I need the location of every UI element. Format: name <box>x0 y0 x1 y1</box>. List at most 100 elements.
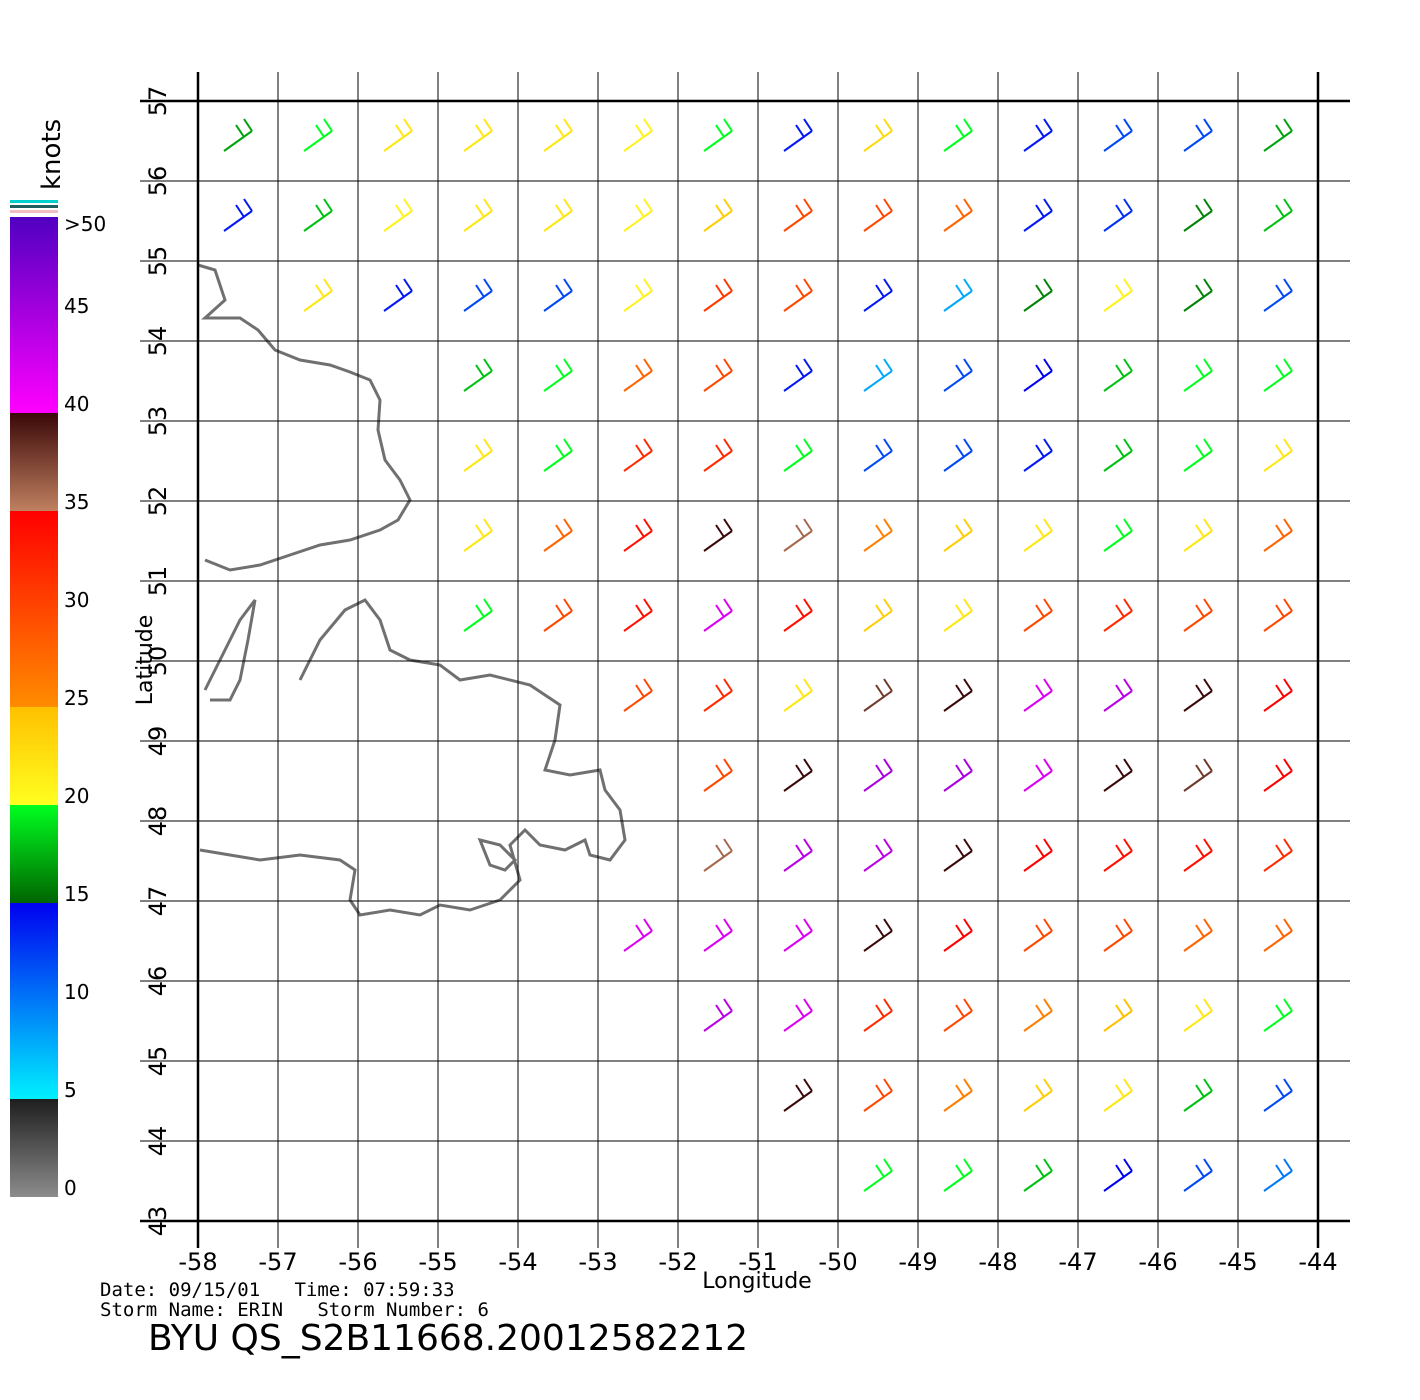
wind-barb <box>623 438 653 472</box>
wind-barb <box>863 278 893 312</box>
wind-barb <box>1263 358 1293 392</box>
y-tick-label: 54 <box>144 326 172 357</box>
colorbar-tick-label: 20 <box>64 784 89 808</box>
x-tick-label: -51 <box>738 1248 777 1276</box>
wind-barb <box>703 758 733 792</box>
wind-barb <box>863 518 893 552</box>
y-tick-label: 56 <box>144 166 172 197</box>
x-tick-label: -58 <box>178 1248 217 1276</box>
y-axis-label: Latitude <box>133 615 158 706</box>
wind-barb <box>783 198 813 232</box>
wind-barb <box>1263 598 1293 632</box>
colorbar-segment <box>10 217 58 413</box>
grid <box>140 72 1350 1248</box>
wind-barb <box>543 278 573 312</box>
wind-barb <box>783 518 813 552</box>
colorbar-segment <box>10 903 58 1099</box>
wind-barb <box>863 918 893 952</box>
colorbar-segment <box>10 707 58 805</box>
wind-barb <box>943 918 973 952</box>
wind-barb <box>463 358 493 392</box>
wind-barb <box>943 198 973 232</box>
x-tick-label: -57 <box>258 1248 297 1276</box>
x-tick-label: -54 <box>498 1248 537 1276</box>
colorbar-tick-label: 10 <box>64 980 89 1004</box>
wind-barb <box>863 1078 893 1112</box>
footer-title: BYU QS_S2B11668.20012582212 <box>148 1318 748 1359</box>
x-tick-label: -44 <box>1298 1248 1337 1276</box>
wind-barb <box>1023 358 1053 392</box>
y-tick-label: 52 <box>144 486 172 517</box>
wind-barb <box>783 838 813 872</box>
wind-barb <box>1103 278 1133 312</box>
wind-barb <box>383 278 413 312</box>
wind-barb <box>703 358 733 392</box>
wind-barb <box>1183 678 1213 712</box>
wind-barb <box>1023 918 1053 952</box>
y-tick-label: 48 <box>144 806 172 837</box>
wind-barb <box>943 438 973 472</box>
wind-barb <box>943 1078 973 1112</box>
wind-barb <box>1183 758 1213 792</box>
wind-barb <box>1103 1078 1133 1112</box>
wind-barb <box>1183 1078 1213 1112</box>
wind-barb <box>623 198 653 232</box>
colorbar-segment <box>10 805 58 903</box>
wind-barb <box>543 358 573 392</box>
colorbar-tick-label: 0 <box>64 1176 77 1200</box>
wind-barb <box>783 1078 813 1112</box>
wind-barb <box>1023 758 1053 792</box>
colorbar-segment <box>10 413 58 511</box>
wind-barb <box>1263 1158 1293 1192</box>
wind-barb <box>943 118 973 152</box>
footer-date: Date: 09/15/01 Time: 07:59:33 <box>100 1279 455 1301</box>
wind-barb <box>863 118 893 152</box>
wind-barb <box>1103 598 1133 632</box>
wind-barb <box>383 198 413 232</box>
colorbar-tick-label: 25 <box>64 686 89 710</box>
wind-barb <box>1103 758 1133 792</box>
wind-barb <box>1183 998 1213 1032</box>
colorbar-segment <box>10 1099 58 1197</box>
wind-barb <box>463 438 493 472</box>
x-tick-label: -53 <box>578 1248 617 1276</box>
wind-barb <box>1103 198 1133 232</box>
wind-barb <box>1263 198 1293 232</box>
wind-barb <box>623 678 653 712</box>
wind-barb <box>783 118 813 152</box>
wind-barb <box>1263 998 1293 1032</box>
footer: Date: 09/15/01 Time: 07:59:33 Storm Name… <box>100 1279 748 1359</box>
y-tick-label: 50 <box>144 646 172 677</box>
colorbar-segment <box>10 511 58 707</box>
coastline <box>197 263 627 917</box>
wind-barb <box>1263 918 1293 952</box>
wind-barb <box>783 438 813 472</box>
wind-barb <box>1183 598 1213 632</box>
axis-labels: Longitude Latitude <box>133 615 812 1294</box>
x-tick-label: -46 <box>1138 1248 1177 1276</box>
x-tick-label: -55 <box>418 1248 457 1276</box>
x-tick-label: -47 <box>1058 1248 1097 1276</box>
colorbar-over-label: >50 <box>64 212 106 236</box>
wind-barb <box>703 838 733 872</box>
wind-barb <box>1103 518 1133 552</box>
wind-barb <box>1263 678 1293 712</box>
wind-barb <box>543 598 573 632</box>
wind-barb <box>543 198 573 232</box>
y-tick-label: 53 <box>144 406 172 437</box>
wind-barb <box>943 838 973 872</box>
wind-barb <box>543 438 573 472</box>
x-tick-label: -49 <box>898 1248 937 1276</box>
wind-barb <box>463 118 493 152</box>
wind-barb <box>863 358 893 392</box>
wind-barb <box>1023 678 1053 712</box>
wind-barb <box>543 118 573 152</box>
wind-barb <box>303 278 333 312</box>
wind-barb <box>943 998 973 1032</box>
wind-barb <box>863 678 893 712</box>
wind-barb <box>703 118 733 152</box>
wind-barb <box>943 278 973 312</box>
wind-barb <box>1183 358 1213 392</box>
colorbar-cap <box>10 205 58 208</box>
wind-barb <box>1023 598 1053 632</box>
